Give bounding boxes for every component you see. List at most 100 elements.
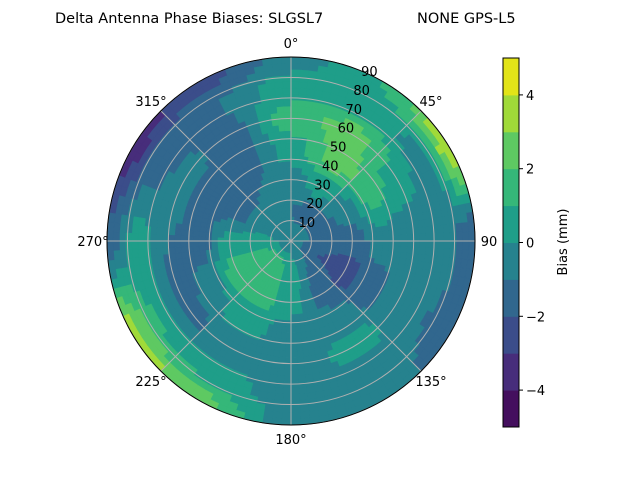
contour-cell [357, 232, 365, 238]
contour-cell [468, 231, 476, 242]
contour-cell [275, 380, 284, 389]
contour-cell [273, 399, 283, 407]
contour-cell [449, 232, 457, 242]
contour-cell [376, 240, 384, 247]
contour-cell [277, 112, 285, 120]
contour-cell [425, 240, 433, 249]
contour-cell [351, 233, 359, 239]
contour-cell [282, 387, 292, 395]
contour-cell [277, 362, 285, 370]
contour-cell [125, 249, 133, 259]
contour-cell [204, 240, 212, 246]
contour-cell [278, 124, 286, 132]
contour-cell [437, 232, 445, 242]
contour-cell [296, 130, 303, 138]
contour-cell [455, 222, 463, 233]
radial-tick-label: 70 [345, 103, 362, 118]
contour-cell [149, 225, 158, 235]
contour-cell [290, 167, 296, 174]
contour-cell [286, 308, 292, 315]
contour-cell [279, 136, 287, 144]
contour-cell [284, 118, 292, 125]
contour-cell [449, 240, 457, 250]
contour-cell [174, 252, 183, 260]
contour-cell [382, 240, 390, 247]
angular-tick-label: 90 [481, 235, 498, 250]
contour-cell [388, 245, 396, 253]
contour-cell [155, 247, 164, 256]
contour-cell [462, 231, 470, 242]
contour-cell [285, 338, 292, 346]
contour-cell [400, 246, 408, 254]
contour-cell [272, 63, 283, 71]
contour-cell [180, 246, 188, 253]
colorbar-bin [503, 168, 519, 207]
contour-cell [299, 69, 310, 77]
contour-cell [443, 224, 451, 234]
contour-cell [296, 344, 303, 352]
contour-cell [290, 350, 298, 358]
contour-cell [186, 245, 194, 253]
contour-cell [284, 357, 292, 364]
contour-cell [290, 406, 301, 414]
colorbar-bin [503, 390, 519, 428]
contour-cell [118, 240, 126, 251]
contour-cell [294, 313, 300, 321]
contour-cell [290, 375, 299, 383]
contour-cell [168, 234, 175, 242]
contour-cell [419, 233, 427, 242]
colorbar-tick-label: 4 [526, 89, 534, 104]
contour-cell [388, 240, 396, 247]
contour-cell [272, 405, 283, 413]
contour-cell [297, 374, 307, 383]
contour-cell [278, 350, 286, 358]
contour-cell [275, 374, 285, 383]
colorbar-bin [503, 316, 519, 354]
contour-cell [296, 356, 305, 364]
contour-cell [149, 240, 157, 249]
contour-cell [272, 124, 280, 133]
contour-cell [290, 154, 296, 162]
contour-cell [290, 81, 300, 89]
contour-cell [363, 232, 371, 238]
contour-cell [407, 240, 414, 248]
contour-cell [282, 75, 292, 83]
contour-cell [297, 368, 306, 377]
contour-cell [275, 99, 285, 108]
contour-cell [279, 130, 286, 138]
contour-cell [290, 111, 299, 119]
contour-cell [277, 356, 286, 364]
contour-cell [198, 235, 206, 242]
contour-cell [281, 418, 292, 426]
contour-cell [290, 62, 301, 70]
contour-cell [277, 118, 286, 126]
contour-cell [299, 63, 310, 71]
contour-cell [351, 237, 359, 242]
contour-cell [290, 93, 300, 101]
contour-cell [298, 380, 307, 389]
contour-cell [274, 393, 284, 401]
contour-cell [155, 233, 163, 242]
contour-cell [137, 248, 145, 258]
contour-cell [273, 130, 281, 139]
radial-tick-label: 60 [338, 122, 355, 137]
contour-cell [424, 247, 433, 257]
contour-cell [290, 357, 298, 364]
contour-cell [272, 69, 283, 77]
colorbar: −4 −2 0 2 4 [502, 57, 545, 428]
contour-cell [180, 251, 189, 259]
contour-cell [430, 248, 439, 257]
contour-cell [382, 230, 390, 237]
contour-cell [290, 148, 297, 156]
contour-cell [285, 142, 292, 150]
radial-tick-label: 80 [353, 84, 370, 99]
contour-cell [388, 229, 396, 237]
contour-cell [186, 240, 194, 247]
contour-cell [290, 418, 301, 426]
contour-cell [296, 118, 305, 126]
contour-cell [143, 232, 151, 242]
contour-cell [298, 87, 308, 95]
contour-cell [125, 232, 133, 242]
contour-cell [290, 326, 297, 334]
